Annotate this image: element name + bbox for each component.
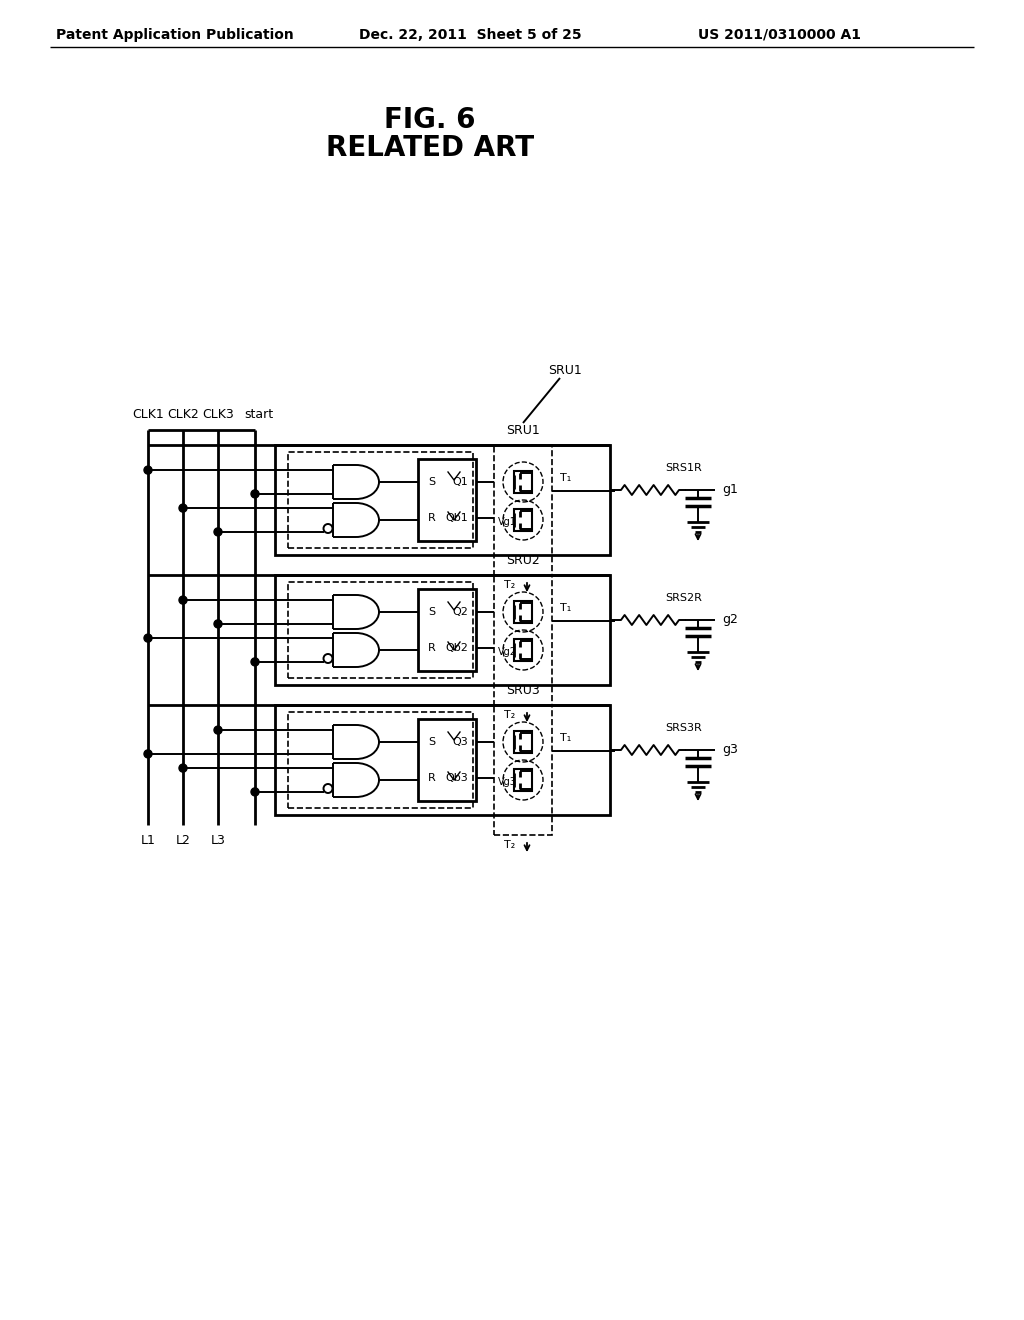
Text: SRS1R: SRS1R	[665, 463, 701, 473]
Text: Qb2: Qb2	[445, 643, 468, 653]
Text: SRS2R: SRS2R	[665, 593, 701, 603]
Text: US 2011/0310000 A1: US 2011/0310000 A1	[698, 28, 861, 42]
Text: L2: L2	[175, 833, 190, 846]
Text: T₂: T₂	[504, 840, 515, 850]
Circle shape	[179, 504, 187, 512]
Text: Dec. 22, 2011  Sheet 5 of 25: Dec. 22, 2011 Sheet 5 of 25	[358, 28, 582, 42]
Bar	[288, 582, 473, 678]
Text: SRS3R: SRS3R	[665, 723, 701, 733]
Bar	[514, 731, 532, 752]
Text: Q1: Q1	[453, 477, 468, 487]
Text: L1: L1	[140, 833, 156, 846]
Text: Vg1: Vg1	[498, 517, 517, 527]
Text: S: S	[428, 477, 435, 487]
Text: T₂: T₂	[504, 579, 515, 590]
Text: FIG. 6: FIG. 6	[384, 106, 476, 135]
Text: S: S	[428, 737, 435, 747]
Bar	[494, 576, 552, 705]
Bar	[418, 719, 476, 801]
Text: SRU2: SRU2	[506, 554, 540, 568]
Text: L3: L3	[211, 833, 225, 846]
Bar	[514, 510, 532, 531]
Bar	[418, 459, 476, 541]
Bar	[514, 770, 532, 791]
Text: Vg3: Vg3	[498, 777, 517, 787]
Text: Qb1: Qb1	[445, 513, 468, 523]
Bar	[514, 601, 532, 623]
Bar	[514, 471, 532, 492]
Text: g2: g2	[722, 614, 738, 627]
Text: g3: g3	[722, 743, 738, 756]
Circle shape	[144, 466, 152, 474]
Text: g1: g1	[722, 483, 738, 496]
Circle shape	[214, 620, 222, 628]
Bar	[514, 639, 532, 661]
Text: SRU3: SRU3	[506, 685, 540, 697]
Text: T₁: T₁	[560, 473, 571, 483]
Text: Vg2: Vg2	[498, 647, 517, 657]
Text: R: R	[428, 513, 436, 523]
Text: SRU1: SRU1	[548, 363, 582, 376]
Bar	[494, 705, 552, 836]
Bar	[275, 445, 610, 554]
Circle shape	[214, 528, 222, 536]
Text: Patent Application Publication: Patent Application Publication	[56, 28, 294, 42]
Text: CLK2: CLK2	[167, 408, 199, 421]
Circle shape	[251, 657, 259, 665]
Text: Q3: Q3	[453, 737, 468, 747]
Text: CLK3: CLK3	[202, 408, 233, 421]
Bar	[288, 711, 473, 808]
Text: R: R	[428, 643, 436, 653]
Circle shape	[179, 597, 187, 605]
Bar	[288, 451, 473, 548]
Text: SRU1: SRU1	[506, 425, 540, 437]
Text: T₂: T₂	[504, 710, 515, 719]
Bar	[275, 705, 610, 814]
Text: CLK1: CLK1	[132, 408, 164, 421]
Text: T₁: T₁	[560, 733, 571, 743]
Circle shape	[144, 634, 152, 642]
Circle shape	[214, 726, 222, 734]
Bar	[494, 445, 552, 576]
Circle shape	[251, 788, 259, 796]
Text: S: S	[428, 607, 435, 616]
Text: R: R	[428, 774, 436, 783]
Circle shape	[179, 764, 187, 772]
Bar	[275, 576, 610, 685]
Bar	[418, 589, 476, 671]
Circle shape	[144, 750, 152, 758]
Text: RELATED ART: RELATED ART	[326, 135, 535, 162]
Text: start: start	[245, 408, 273, 421]
Text: Q2: Q2	[453, 607, 468, 616]
Text: T₁: T₁	[560, 603, 571, 612]
Circle shape	[251, 490, 259, 498]
Text: Qb3: Qb3	[445, 774, 468, 783]
